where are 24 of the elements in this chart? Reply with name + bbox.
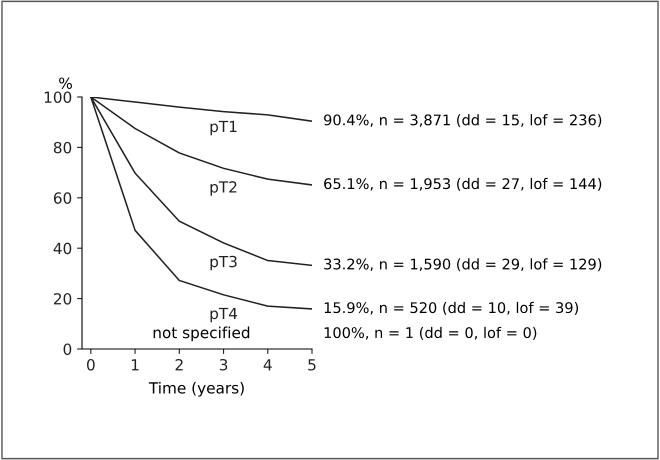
- y-tick-label: 0: [64, 343, 72, 356]
- y-tick-label: 80: [54, 142, 72, 154]
- x-tick-label: 2: [176, 358, 183, 370]
- text: 90.4%, n = 3,871 (dd = 15, lof = 236): [324, 114, 602, 128]
- annotation: not specified: [154, 326, 250, 342]
- series-label: pT3: [210, 256, 237, 270]
- y-tick-label: 40: [54, 242, 72, 254]
- y-tick-label: 20: [54, 293, 72, 305]
- series-label: pT4: [210, 308, 238, 322]
- y-tick-label: 60: [54, 192, 72, 204]
- x-tick-label: 1: [132, 359, 139, 370]
- x-axis-title: Time (years): [148, 382, 244, 397]
- series-label: pT2: [210, 181, 236, 196]
- series-label: pT1: [210, 120, 237, 136]
- text: 15.9%, n = 520 (dd = 10, lof = 39): [324, 302, 578, 315]
- x-tick-label: 4: [264, 359, 272, 370]
- text: 65.1%, n = 1,953 (dd = 27, lof = 144): [324, 178, 602, 191]
- y-axis-title: %: [59, 77, 72, 89]
- text: 100%, n = 1 (dd = 0, lof = 0): [324, 326, 536, 340]
- y-tick-label: 100: [44, 91, 72, 104]
- x-tick-label: 5: [308, 359, 316, 371]
- text: 33.2%, n = 1,590 (dd = 29, lof = 129): [324, 258, 602, 272]
- x-tick-label: 3: [220, 358, 228, 371]
- x-tick-label: 0: [86, 358, 95, 371]
